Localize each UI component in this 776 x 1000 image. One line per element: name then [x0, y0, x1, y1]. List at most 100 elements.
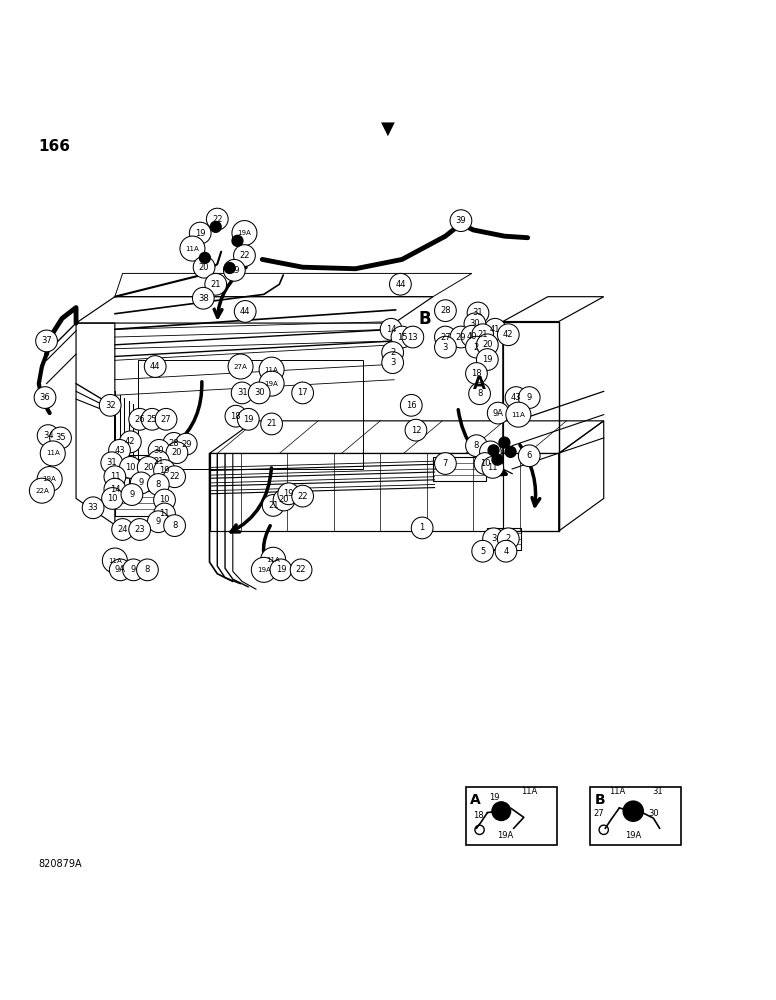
Circle shape	[141, 408, 163, 430]
Text: 10: 10	[107, 494, 118, 503]
Text: 43: 43	[114, 446, 125, 455]
Circle shape	[435, 300, 456, 322]
Bar	[433, 457, 486, 481]
Circle shape	[234, 245, 255, 266]
Circle shape	[199, 252, 210, 263]
Circle shape	[290, 559, 312, 581]
Circle shape	[155, 408, 177, 430]
Circle shape	[270, 559, 292, 581]
Circle shape	[405, 419, 427, 441]
Text: 34: 34	[43, 431, 54, 440]
Text: 19A: 19A	[497, 831, 513, 840]
Text: 20: 20	[171, 448, 182, 457]
Text: 19: 19	[482, 355, 493, 364]
Text: 31: 31	[473, 308, 483, 317]
Text: 11A: 11A	[108, 558, 122, 564]
Circle shape	[467, 302, 489, 324]
Text: 11A: 11A	[609, 787, 625, 796]
Circle shape	[129, 408, 151, 430]
Text: 28: 28	[440, 306, 451, 315]
Text: 9A: 9A	[115, 565, 126, 574]
Text: 11A: 11A	[521, 787, 538, 796]
Circle shape	[164, 466, 185, 488]
Text: 820879A: 820879A	[39, 859, 82, 869]
Text: 22: 22	[239, 251, 250, 260]
Circle shape	[82, 497, 104, 519]
Circle shape	[210, 221, 221, 232]
Text: 2: 2	[474, 343, 479, 352]
Text: 7: 7	[443, 459, 448, 468]
Circle shape	[382, 352, 404, 374]
Text: 10: 10	[480, 459, 490, 468]
Text: 28: 28	[168, 439, 179, 448]
Text: 31: 31	[237, 388, 248, 397]
Circle shape	[104, 466, 126, 488]
Text: 19: 19	[195, 229, 206, 238]
Circle shape	[273, 489, 295, 511]
Text: 10: 10	[159, 495, 170, 504]
Text: 31: 31	[652, 787, 663, 796]
Text: 22: 22	[212, 215, 223, 224]
Text: 27: 27	[161, 415, 171, 424]
Text: 18: 18	[473, 811, 484, 820]
Circle shape	[492, 454, 503, 465]
Text: 44: 44	[150, 362, 161, 371]
Circle shape	[278, 483, 300, 505]
Text: 42: 42	[503, 330, 514, 339]
Text: 8: 8	[145, 565, 150, 574]
Circle shape	[450, 326, 472, 348]
Text: 27: 27	[440, 333, 451, 342]
Text: 11: 11	[487, 463, 498, 472]
Circle shape	[248, 382, 270, 404]
Text: 3: 3	[491, 534, 496, 543]
Text: 44: 44	[395, 280, 406, 289]
Circle shape	[163, 432, 185, 454]
Text: 29: 29	[456, 333, 466, 342]
Circle shape	[506, 402, 531, 427]
Text: 20: 20	[143, 463, 154, 472]
Text: 18: 18	[230, 412, 241, 421]
Circle shape	[237, 408, 259, 430]
Circle shape	[435, 326, 456, 348]
Text: 9: 9	[139, 478, 144, 487]
Circle shape	[487, 402, 509, 424]
Circle shape	[109, 559, 131, 581]
Text: 12: 12	[411, 426, 421, 435]
Text: 33: 33	[88, 503, 99, 512]
Text: 18: 18	[471, 369, 482, 378]
Circle shape	[497, 324, 519, 346]
Text: 32: 32	[105, 401, 116, 410]
Text: 8: 8	[156, 480, 161, 489]
Circle shape	[482, 457, 504, 478]
Circle shape	[137, 559, 158, 581]
Circle shape	[261, 413, 282, 435]
Text: 23: 23	[134, 525, 145, 534]
Text: 9A: 9A	[493, 409, 504, 418]
Text: 30: 30	[648, 809, 659, 818]
Text: 19A: 19A	[237, 230, 251, 236]
Circle shape	[251, 557, 276, 582]
Bar	[590, 787, 681, 845]
Text: 40: 40	[466, 332, 477, 341]
Circle shape	[123, 559, 144, 581]
Text: 37: 37	[41, 336, 52, 345]
Circle shape	[505, 446, 516, 457]
Text: 22: 22	[297, 492, 308, 501]
Circle shape	[450, 210, 472, 232]
Circle shape	[120, 431, 141, 453]
Circle shape	[402, 326, 424, 348]
Circle shape	[154, 460, 175, 481]
Circle shape	[391, 326, 413, 348]
Text: 22: 22	[296, 565, 307, 574]
Text: 19: 19	[275, 565, 286, 574]
Text: 26: 26	[134, 415, 145, 424]
Text: 11A: 11A	[46, 450, 60, 456]
Circle shape	[205, 273, 227, 295]
Text: 13: 13	[407, 333, 418, 342]
Text: 3: 3	[390, 358, 395, 367]
Circle shape	[469, 383, 490, 405]
Text: 6: 6	[527, 451, 532, 460]
Circle shape	[623, 801, 643, 821]
Circle shape	[112, 519, 133, 540]
Circle shape	[390, 273, 411, 295]
